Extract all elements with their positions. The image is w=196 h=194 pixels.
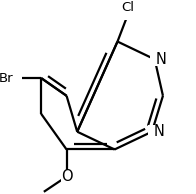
Text: Br: Br xyxy=(0,72,14,85)
FancyBboxPatch shape xyxy=(148,125,159,138)
Text: O: O xyxy=(61,169,72,184)
FancyBboxPatch shape xyxy=(61,170,72,183)
FancyBboxPatch shape xyxy=(120,7,136,20)
Text: Cl: Cl xyxy=(121,1,134,14)
Text: N: N xyxy=(153,124,164,139)
Text: N: N xyxy=(156,52,166,67)
FancyBboxPatch shape xyxy=(5,72,22,84)
FancyBboxPatch shape xyxy=(150,53,161,66)
